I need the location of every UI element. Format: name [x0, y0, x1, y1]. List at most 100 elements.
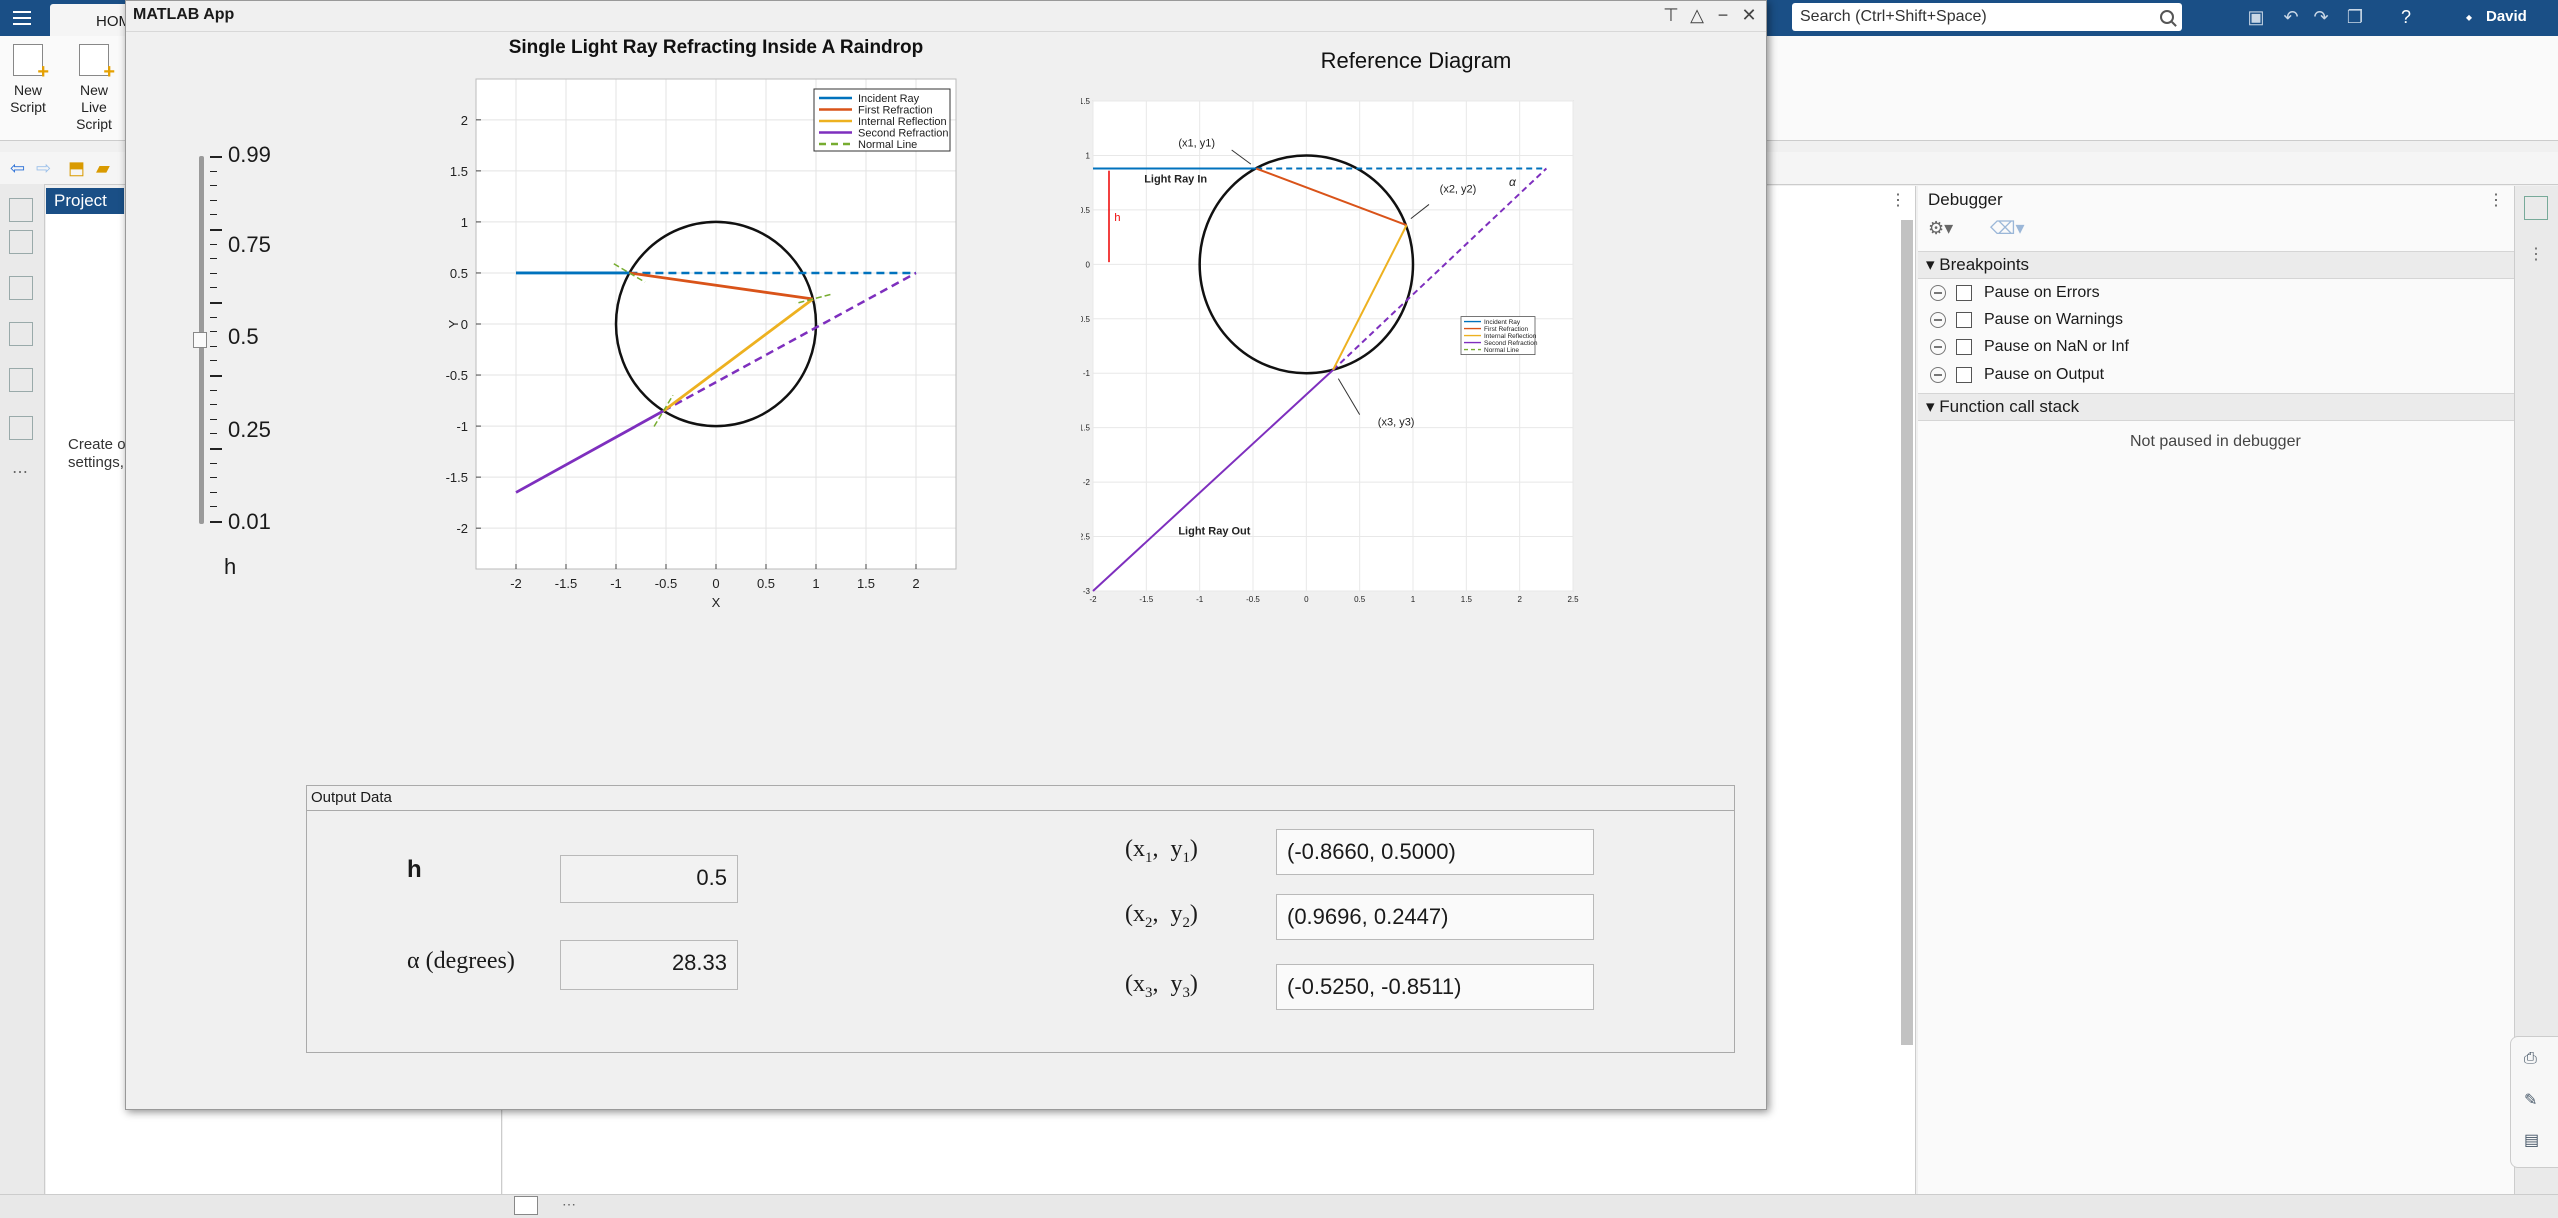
p2-value-field[interactable]: (0.9696, 0.2447)	[1276, 894, 1594, 940]
slider-minor-tick	[210, 316, 217, 318]
checkbox[interactable]	[1956, 339, 1972, 355]
checkbox[interactable]	[1956, 285, 1972, 301]
ref-y-tick-label: -1.5	[1081, 424, 1091, 433]
checkbox[interactable]	[1956, 367, 1972, 383]
slider-major-tick	[210, 375, 222, 377]
app-titlebar	[126, 1, 1766, 32]
slider-tick-label: 0.75	[228, 232, 271, 257]
command-window-icon[interactable]	[514, 1196, 538, 1215]
pause-on-output[interactable]: Pause on Output	[1930, 366, 2230, 386]
remove-icon[interactable]	[1930, 312, 1946, 328]
h-slider-thumb[interactable]	[193, 331, 207, 348]
new-live-script-button[interactable]: New Live Script	[66, 44, 122, 133]
ref-refraction-extension	[1332, 167, 1548, 371]
editor-scrollbar[interactable]	[1901, 220, 1913, 1045]
debugger-settings-icon[interactable]: ⚙▾	[1928, 218, 1954, 238]
remove-icon[interactable]	[1930, 367, 1946, 383]
debugger-status: Not paused in debugger	[2130, 433, 2301, 450]
save-icon[interactable]: ▣	[2247, 7, 2265, 27]
slider-minor-tick	[210, 214, 217, 216]
raindrop-plot[interactable]: -2 -1.5 -1 -0.5 0 0.5 1 1.5 2 2 1.5 1 0.5 0 -0.5 -1 -1.5…	[326, 39, 1126, 769]
user-menu[interactable]: David	[2486, 8, 2527, 25]
more-icon[interactable]: ⋯	[562, 1196, 576, 1212]
layout-icon[interactable]: ❐	[2346, 7, 2364, 27]
up-folder-icon[interactable]: ⬒	[68, 158, 86, 178]
ref-y-tick-label: -2	[1083, 478, 1091, 487]
addons-icon[interactable]	[9, 368, 33, 392]
ref-x-tick-label: 0	[1304, 595, 1309, 604]
workspace-icon[interactable]	[9, 230, 33, 254]
slider-minor-tick	[210, 331, 217, 333]
ref-legend-label: Incident Ray	[1484, 319, 1521, 326]
slider-minor-tick	[210, 433, 217, 435]
history-icon[interactable]	[9, 322, 33, 346]
slider-minor-tick	[210, 243, 217, 245]
pin-icon[interactable]: ⊤	[1663, 5, 1679, 25]
clear-breakpoints-icon[interactable]: ⌫▾	[1990, 218, 2025, 238]
undo-icon[interactable]: ↶	[2283, 7, 2299, 27]
x-tick-label: -1.5	[555, 576, 577, 591]
p3-value-field[interactable]: (-0.5250, -0.8511)	[1276, 964, 1594, 1010]
slider-minor-tick	[210, 462, 217, 464]
help-icon[interactable]: ?	[2400, 7, 2411, 27]
print-icon[interactable]: ⎙	[2524, 1050, 2537, 1067]
pause-on-warnings[interactable]: Pause on Warnings	[1930, 311, 2230, 331]
output-panel-title: Output Data	[311, 789, 392, 806]
browse-folder-icon[interactable]: ▰	[96, 158, 110, 178]
close-icon[interactable]: ✕	[1741, 5, 1757, 25]
debugger-panel-icon[interactable]	[2524, 196, 2548, 220]
hamburger-menu-icon[interactable]	[0, 0, 44, 36]
files-icon[interactable]	[9, 198, 33, 222]
reference-diagram: Reference Diagram -2 -1.5 -1 -0.5 0 0.5 1 1.5 2 2.…	[1081, 48, 1579, 604]
tab-project[interactable]: Project	[46, 188, 124, 214]
new-live-script-icon	[79, 44, 115, 81]
redo-icon[interactable]: ↷	[2313, 7, 2329, 27]
slider-tick-label: 0.99	[228, 142, 271, 167]
p1-value-field[interactable]: (-0.8660, 0.5000)	[1276, 829, 1594, 875]
alpha-value-field[interactable]: 28.33	[560, 940, 738, 990]
layout-icon[interactable]: ▤	[2524, 1132, 2540, 1149]
ref-legend-label: Internal Reflection	[1484, 333, 1537, 340]
editor-options-icon[interactable]: ⋮	[1890, 192, 1906, 209]
ref-y-tick-label: -3	[1083, 587, 1091, 596]
back-icon[interactable]: ⇦	[10, 158, 26, 178]
series-first-refraction	[629, 271, 814, 301]
new-script-button[interactable]: New Script	[0, 44, 56, 116]
breakpoints-section[interactable]: ▾ Breakpoints	[1918, 251, 2514, 279]
minimize-icon[interactable]: −	[1717, 5, 1729, 25]
slider-minor-tick	[210, 477, 217, 479]
more-icon[interactable]: ⋮	[2528, 246, 2544, 263]
find-files-icon[interactable]	[9, 276, 33, 300]
forward-icon[interactable]: ⇨	[36, 158, 52, 178]
y-tick-label: 1.5	[450, 164, 468, 179]
checkbox[interactable]	[1956, 312, 1972, 328]
ref-annotation-alpha: α	[1509, 175, 1517, 189]
tab-home[interactable]: HOME	[50, 4, 141, 36]
notification-icon[interactable]: ⬩	[2465, 7, 2473, 27]
search-input[interactable]: Search (Ctrl+Shift+Space)	[1792, 3, 2182, 31]
ref-x-tick-label: -1.5	[1139, 595, 1153, 604]
more-icon[interactable]: ⋯	[12, 464, 28, 481]
slider-minor-tick	[210, 389, 217, 391]
x-tick-label: -0.5	[655, 576, 677, 591]
remove-icon[interactable]	[1930, 339, 1946, 355]
slider-major-tick	[210, 229, 222, 231]
archive-icon[interactable]	[9, 416, 33, 440]
pause-on-errors[interactable]: Pause on Errors	[1930, 284, 2230, 304]
y-tick-label: 1	[461, 215, 468, 230]
h-value-field[interactable]: 0.5	[560, 855, 738, 903]
call-stack-section-label: Function call stack	[1939, 397, 2080, 416]
slider-minor-tick	[210, 360, 217, 362]
call-stack-section[interactable]: ▾ Function call stack	[1918, 393, 2514, 421]
ref-annotation-p3: (x3, y3)	[1378, 416, 1415, 428]
remove-icon[interactable]	[1930, 285, 1946, 301]
ref-x-tick-label: 2	[1517, 595, 1522, 604]
ref-series	[1332, 224, 1408, 371]
debugger-options-icon[interactable]: ⋮	[2488, 192, 2504, 209]
undock-icon[interactable]: △	[1690, 5, 1704, 25]
edit-icon[interactable]: ✎	[2524, 1092, 2538, 1109]
debugger-title: Debugger	[1928, 190, 2003, 209]
search-icon[interactable]	[2160, 10, 2174, 24]
slider-minor-tick	[210, 185, 217, 187]
pause-on-nan[interactable]: Pause on NaN or Inf	[1930, 338, 2230, 358]
